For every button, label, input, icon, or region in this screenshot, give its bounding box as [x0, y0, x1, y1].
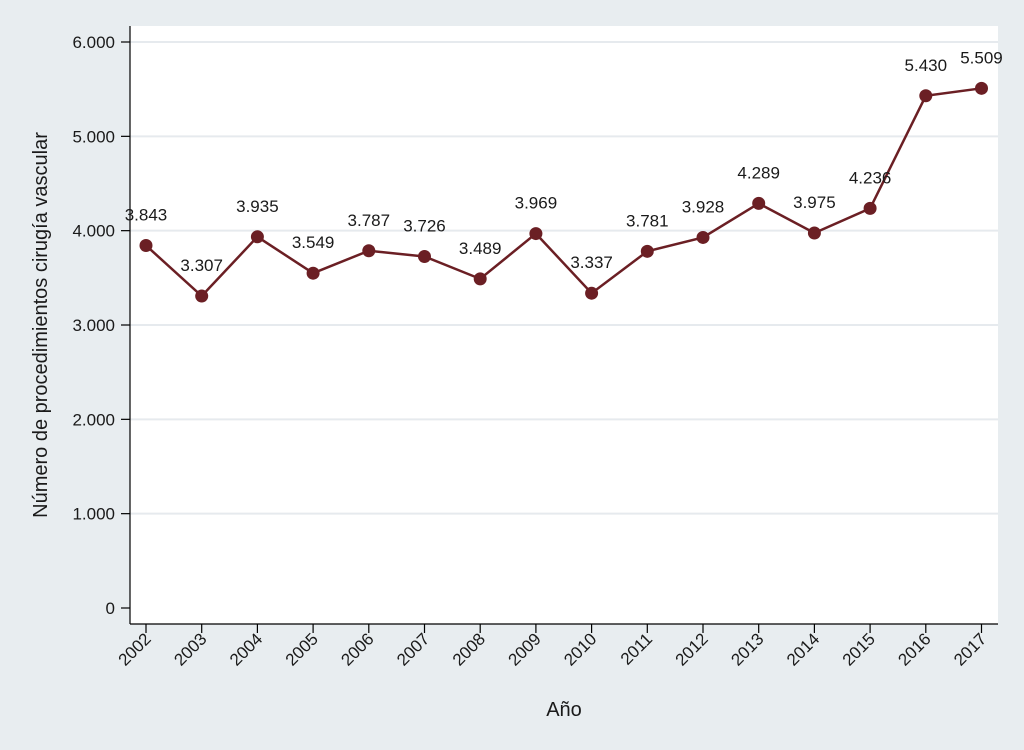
data-point — [640, 244, 654, 258]
data-point — [696, 230, 710, 244]
data-label: 4.236 — [849, 168, 892, 187]
data-point — [585, 286, 599, 300]
x-tick-label: 2007 — [393, 629, 433, 669]
x-tick-label: 2017 — [950, 629, 990, 669]
x-tick-label: 2014 — [783, 629, 823, 669]
series-group — [139, 81, 988, 303]
data-point — [473, 272, 487, 286]
data-label: 5.430 — [905, 56, 948, 75]
data-point — [139, 238, 153, 252]
data-label: 3.726 — [403, 217, 446, 236]
y-tick-label: 2.000 — [72, 410, 115, 429]
y-tick-label: 1.000 — [72, 505, 115, 524]
data-point — [919, 89, 933, 103]
x-tick-label: 2010 — [560, 629, 600, 669]
gridlines — [130, 41, 998, 515]
data-label: 3.307 — [180, 256, 223, 275]
x-tick-label: 2004 — [226, 629, 266, 669]
data-labels: 3.843 3.307 3.935 3.549 3.787 3.726 3.489 3.969… — [125, 48, 1003, 275]
data-label: 3.975 — [793, 193, 836, 212]
data-label: 4.289 — [737, 163, 780, 182]
data-point — [362, 244, 376, 258]
data-point — [975, 81, 988, 95]
x-axis-title: Año — [546, 699, 582, 721]
data-point — [418, 250, 431, 264]
data-label: 3.781 — [626, 211, 669, 230]
x-tick-label: 2009 — [505, 629, 545, 669]
data-label: 3.843 — [125, 205, 168, 224]
x-tick-label: 2002 — [115, 629, 155, 669]
y-tick-label: 6.000 — [72, 33, 115, 52]
data-label: 3.928 — [682, 197, 725, 216]
data-point — [195, 289, 209, 303]
y-axis-title: Número de procedimientos cirugía vascula… — [30, 132, 52, 518]
x-tick-label: 2005 — [282, 629, 322, 669]
series-line — [145, 87, 982, 298]
x-tick-label: 2008 — [449, 629, 489, 669]
x-tick-label: 2013 — [727, 629, 767, 669]
data-point — [863, 201, 877, 215]
x-tick-label: 2015 — [839, 629, 879, 669]
data-point — [250, 230, 264, 244]
y-tick-label: 3.000 — [72, 316, 115, 335]
data-label: 5.509 — [960, 48, 1003, 67]
data-label: 3.489 — [459, 239, 502, 258]
data-label: 3.935 — [236, 197, 279, 216]
data-label: 3.549 — [292, 233, 335, 252]
data-point — [807, 226, 821, 240]
x-tick-label: 2003 — [170, 629, 210, 669]
data-label: 3.969 — [515, 194, 558, 213]
x-tick-label: 2011 — [617, 629, 656, 668]
x-tick-label: 2016 — [894, 629, 934, 669]
x-axis-ticks: 2002 2003 2004 2005 2006 2007 2008 2009 2010 2011… — [115, 624, 990, 670]
y-tick-label: 0 — [106, 599, 115, 618]
y-axis-ticks: 0 1.000 2.000 3.000 4.000 5.000 6.000 — [72, 33, 130, 618]
y-tick-label: 5.000 — [72, 127, 115, 146]
data-point — [752, 196, 766, 210]
data-point — [529, 227, 543, 241]
data-label: 3.337 — [570, 253, 613, 272]
x-tick-label: 2012 — [672, 629, 712, 669]
data-label: 3.787 — [348, 211, 391, 230]
x-tick-label: 2006 — [337, 629, 377, 669]
y-tick-label: 4.000 — [72, 222, 115, 241]
data-point — [306, 266, 320, 280]
